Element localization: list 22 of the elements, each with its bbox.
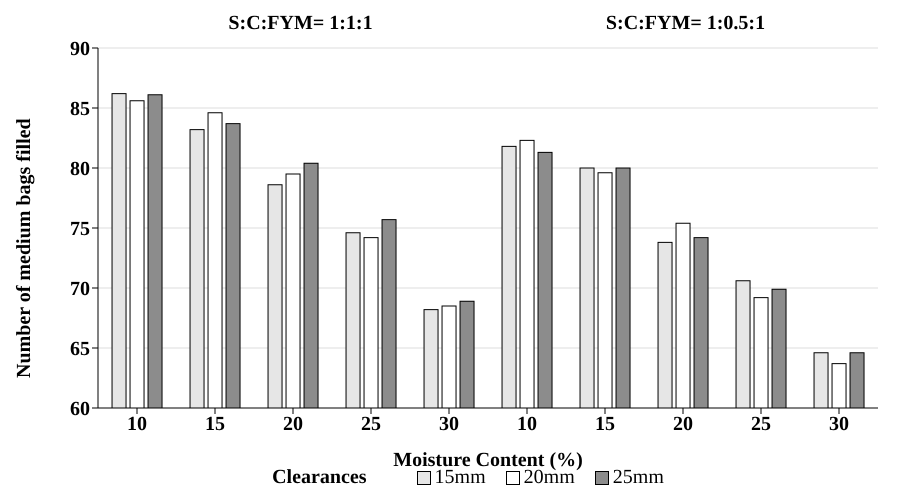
- y-tick-label: 65: [70, 338, 90, 360]
- text: S:C:FYM= 1:0.5:1: [604, 12, 766, 35]
- y-tick-label: 75: [70, 218, 90, 240]
- x-tick-label: 20: [673, 413, 693, 436]
- x-tick-label: 30: [829, 413, 849, 436]
- y-tick-label: 70: [70, 278, 90, 300]
- text: S:C:FYM= 1:1:1: [227, 12, 374, 35]
- x-tick-label: 15: [205, 413, 225, 436]
- x-tick-label: 25: [751, 413, 771, 436]
- y-tick-label: 80: [70, 158, 90, 180]
- x-tick-label: 20: [283, 413, 303, 436]
- x-tick-label: 10: [127, 413, 147, 436]
- legend-title: Clearances: [272, 466, 367, 489]
- x-tick-label: 30: [439, 413, 459, 436]
- x-tick-label: 15: [595, 413, 615, 436]
- y-tick-label: 85: [70, 98, 90, 120]
- x-tick-label: 10: [517, 413, 537, 436]
- y-axis-title: Number of medium bags filled: [13, 118, 36, 378]
- y-tick-label: 60: [70, 398, 90, 420]
- legend-label: 25mm: [612, 466, 664, 489]
- x-tick-label: 25: [361, 413, 381, 436]
- y-tick-label: 90: [70, 38, 90, 60]
